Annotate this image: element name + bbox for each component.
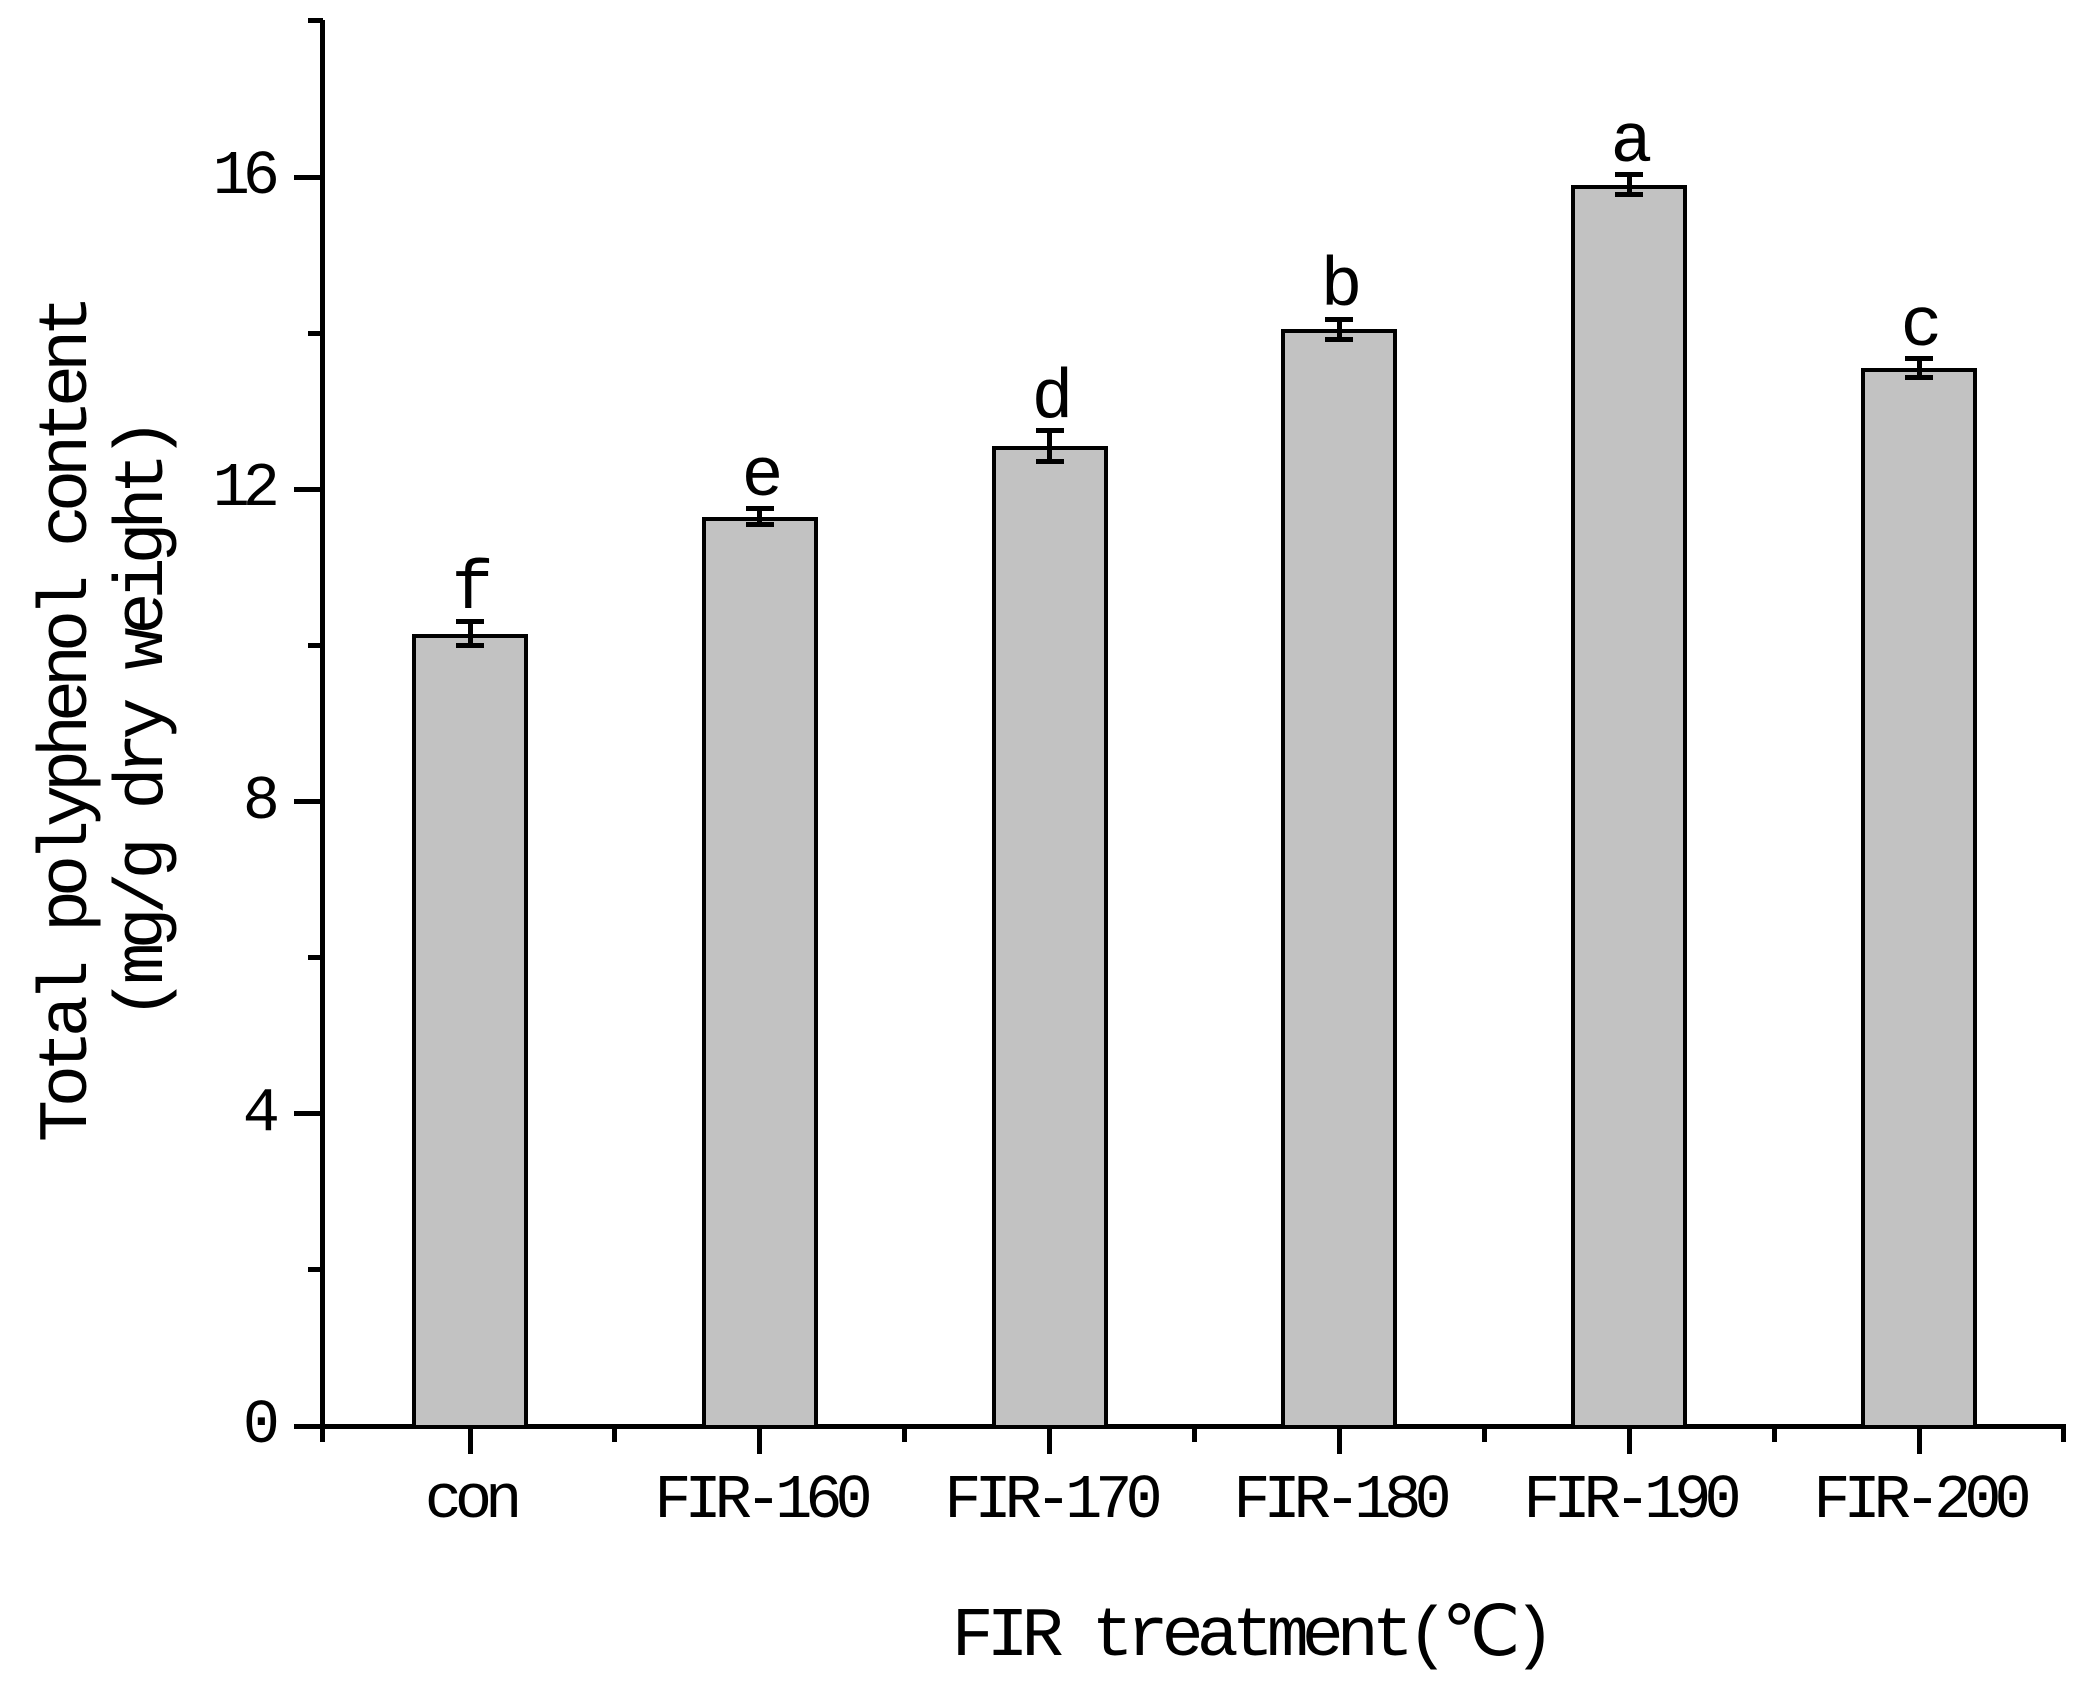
x-tick-label-FIR-170: FIR-170 [944,1465,1162,1536]
error-bar-line-FIR-160 [757,509,762,525]
significance-letter-FIR-170: d [1031,360,1073,439]
bar-FIR-170 [992,446,1108,1429]
error-bar-cap-top-FIR-160 [746,506,774,511]
error-bar-cap-top-FIR-190 [1615,172,1643,177]
x-axis-left-end-tick [320,1429,325,1442]
x-major-tick [1337,1429,1342,1454]
y-axis-title-line1: Total polyphenol content [29,301,108,1143]
y-major-tick [294,1111,323,1116]
error-bar-line-con [468,622,473,645]
x-major-tick [1627,1429,1632,1454]
y-axis-title: Total polyphenol content (mg/g dry weigh… [29,301,184,1143]
error-bar-line-FIR-180 [1337,319,1342,339]
significance-letter-FIR-180: b [1320,248,1362,327]
x-axis-line [318,1424,2066,1429]
error-bar-cap-bottom-FIR-160 [746,522,774,527]
x-minor-tick [1482,1429,1487,1442]
x-axis-right-end-tick [2061,1429,2066,1442]
x-tick-label-FIR-190: FIR-190 [1523,1465,1741,1536]
y-minor-tick [308,1267,323,1272]
x-major-tick [1917,1429,1922,1454]
x-tick-label-FIR-180: FIR-180 [1233,1465,1451,1536]
y-major-tick [294,799,323,804]
significance-letter-FIR-190: a [1610,104,1652,183]
y-axis-title-line2: (mg/g dry weight) [105,424,184,1020]
y-tick-label: 0 [242,1390,280,1461]
error-bar-cap-top-FIR-170 [1036,428,1064,433]
x-tick-label-FIR-160: FIR-160 [654,1465,872,1536]
error-bar-cap-top-FIR-180 [1325,317,1353,322]
x-major-tick [757,1429,762,1454]
x-axis-title: FIR treatment(℃) [951,1598,1556,1677]
bar-FIR-200 [1861,368,1977,1429]
y-minor-tick [308,955,323,960]
bar-con [412,634,528,1429]
significance-letter-FIR-160: e [741,438,783,517]
y-minor-tick [308,331,323,336]
x-minor-tick [902,1429,907,1442]
error-bar-cap-bottom-con [456,643,484,648]
error-bar-cap-top-con [456,619,484,624]
x-major-tick [1047,1429,1052,1454]
error-bar-line-FIR-170 [1047,431,1052,462]
x-minor-tick [1772,1429,1777,1442]
significance-letter-con: f [451,551,493,630]
y-minor-tick [308,18,323,23]
x-minor-tick [1192,1429,1197,1442]
y-axis-line [320,20,325,1429]
error-bar-cap-bottom-FIR-170 [1036,459,1064,464]
x-tick-label-FIR-200: FIR-200 [1813,1465,2031,1536]
error-bar-line-FIR-200 [1917,359,1922,378]
error-bar-cap-bottom-FIR-200 [1905,375,1933,380]
bar-FIR-190 [1571,185,1687,1429]
y-major-tick [294,487,323,492]
significance-letter-FIR-200: c [1900,288,1942,367]
y-tick-label: 16 [212,141,280,212]
y-major-tick [294,175,323,180]
y-minor-tick [308,643,323,648]
x-major-tick [468,1429,473,1454]
error-bar-cap-top-FIR-200 [1905,356,1933,361]
y-tick-label: 12 [212,453,280,524]
error-bar-cap-bottom-FIR-180 [1325,337,1353,342]
x-minor-tick [612,1429,617,1442]
error-bar-cap-bottom-FIR-190 [1615,192,1643,197]
y-major-tick [294,1424,323,1429]
bar-FIR-180 [1281,329,1397,1429]
bar-FIR-160 [702,517,818,1429]
x-tick-label-con: con [424,1465,523,1536]
error-bar-line-FIR-190 [1627,175,1632,195]
